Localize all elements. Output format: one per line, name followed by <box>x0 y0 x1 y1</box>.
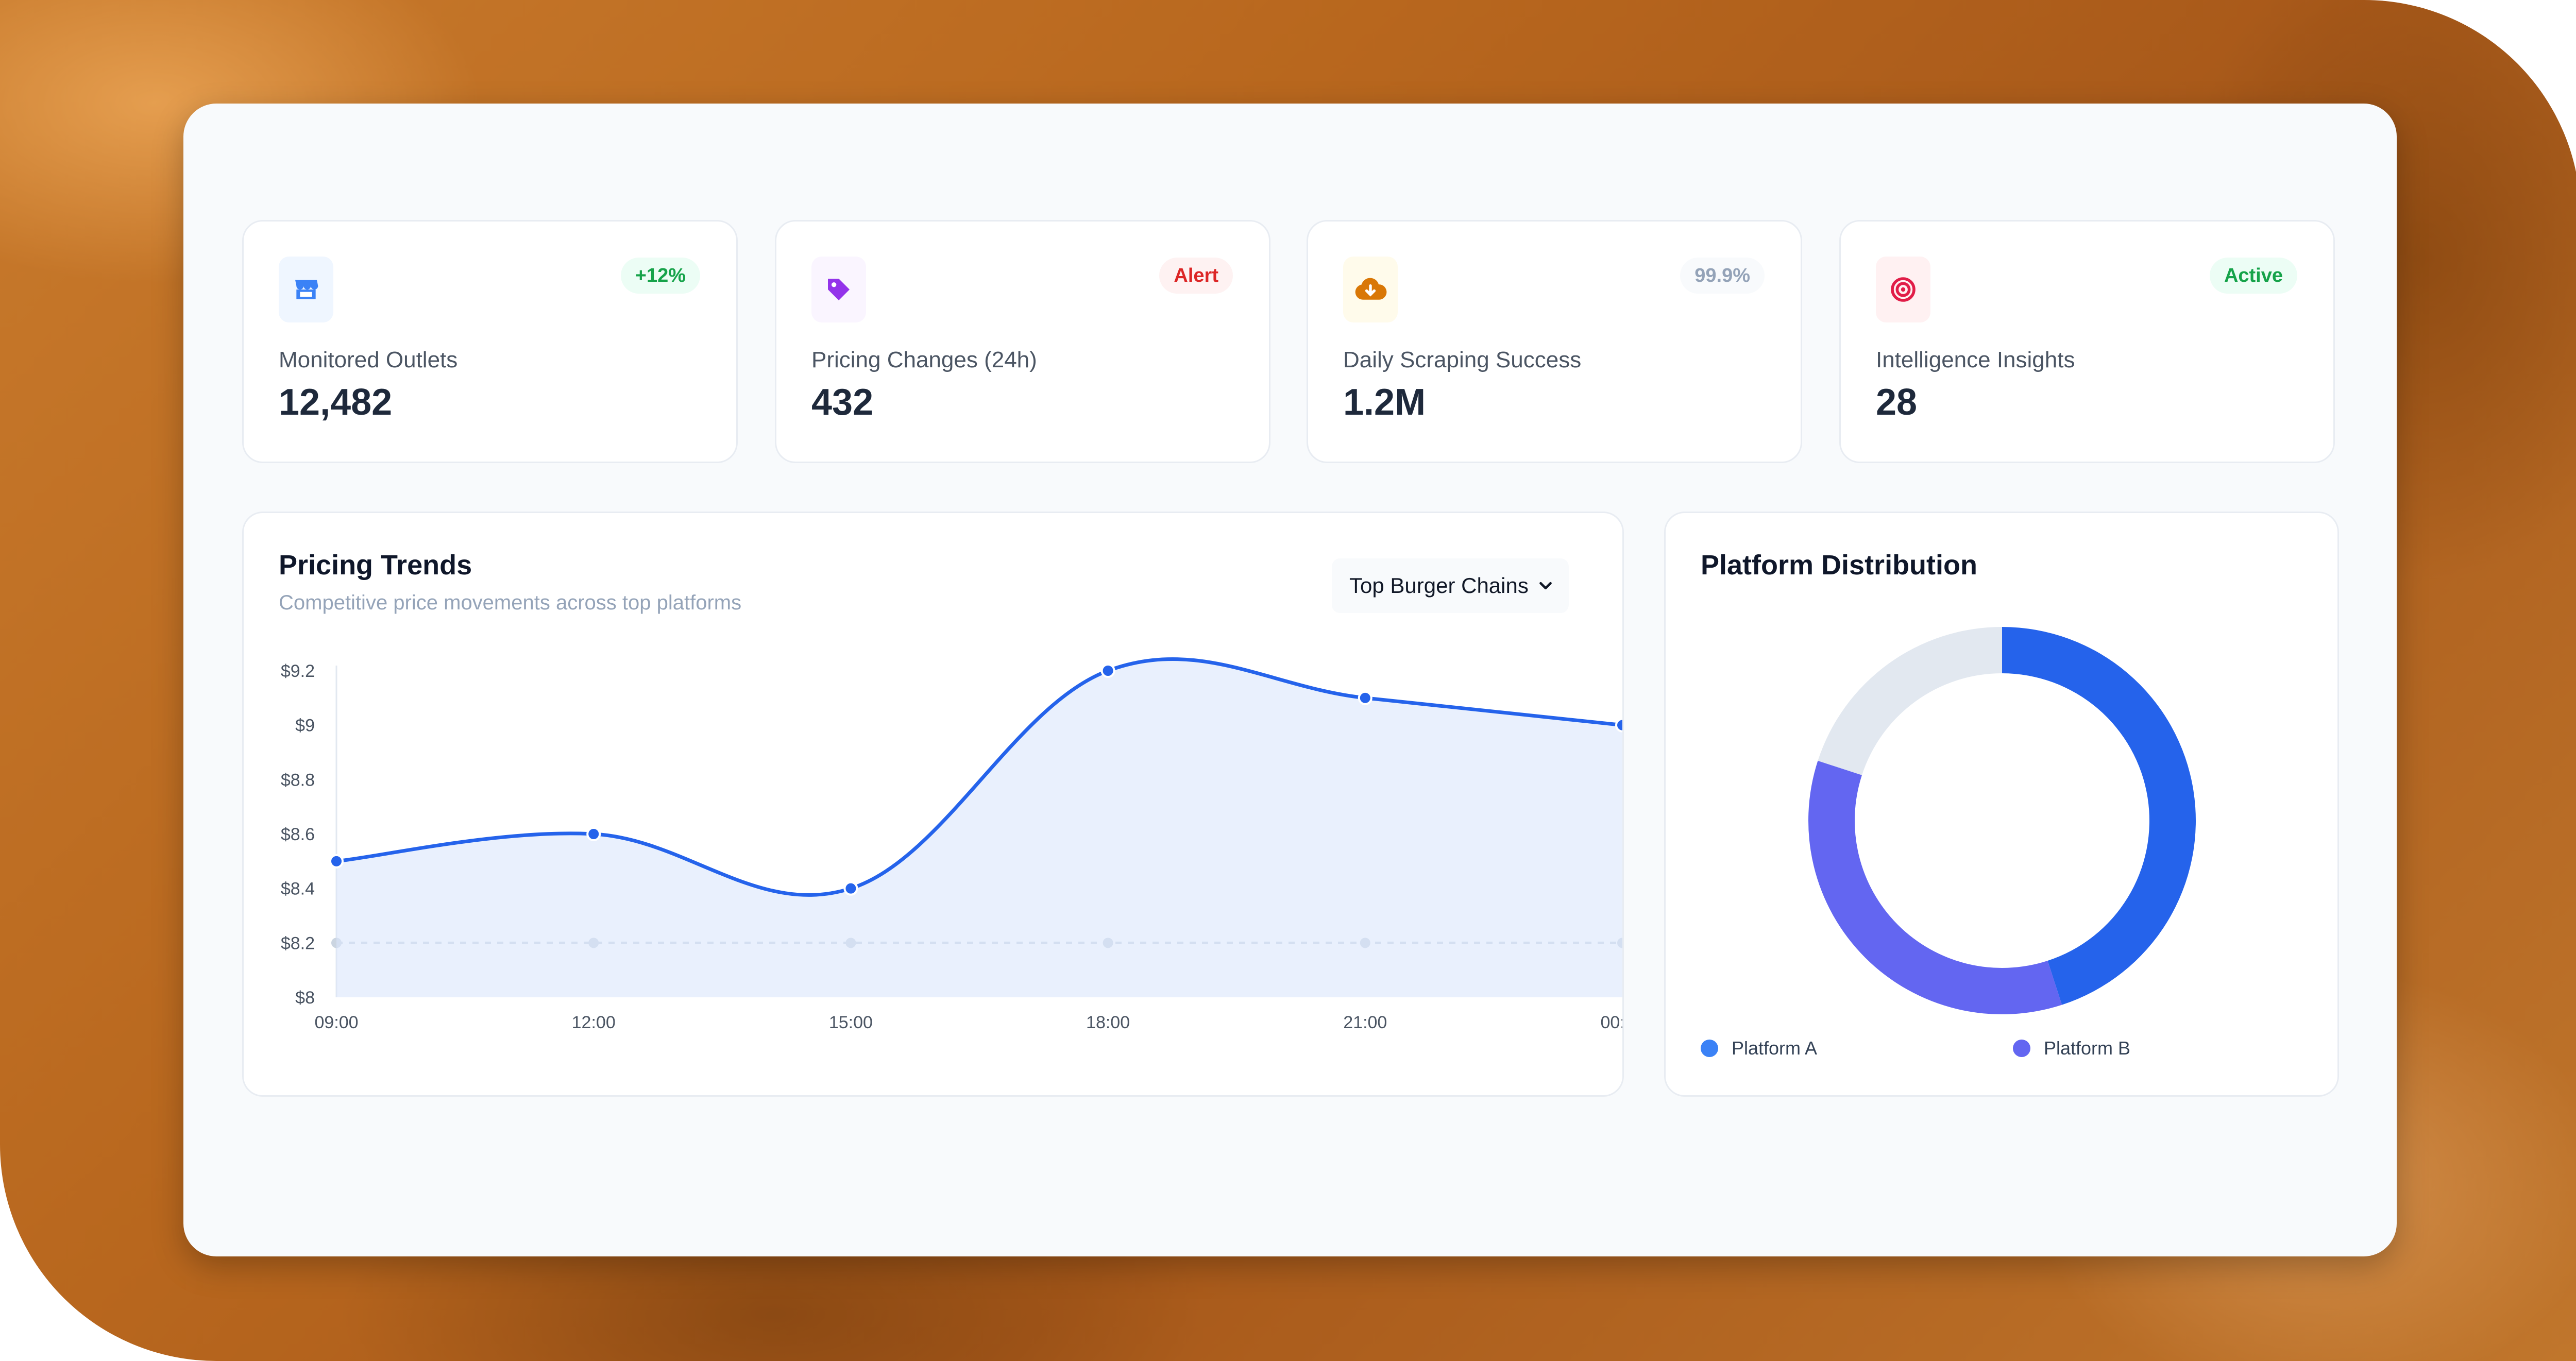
price-point[interactable] <box>1100 664 1115 678</box>
stat-label: Intelligence Insights <box>1876 347 2075 372</box>
distribution-title: Platform Distribution <box>1701 550 1977 581</box>
price-area-fill <box>336 659 1622 997</box>
price-series-line <box>336 657 1622 897</box>
cloud-download-icon-box <box>1343 257 1398 322</box>
stat-value: 28 <box>1876 382 1918 423</box>
store-icon-box <box>279 257 333 322</box>
chain-select[interactable]: Top Burger Chains <box>1332 558 1569 613</box>
stat-label: Daily Scraping Success <box>1343 347 1582 372</box>
platform-distribution-card: Platform Distribution Platform A Platform… <box>1664 512 2339 1097</box>
x-tick-label: 18:00 <box>1086 1013 1130 1032</box>
legend-item[interactable]: Platform B <box>2013 1037 2130 1059</box>
stat-value: 432 <box>811 382 874 423</box>
legend-label: Platform A <box>1732 1037 1818 1059</box>
legend-label: Platform B <box>2044 1037 2131 1059</box>
donut-slice[interactable] <box>1818 627 2002 775</box>
price-point[interactable] <box>586 827 601 841</box>
target-icon <box>1891 277 1916 302</box>
x-tick-label: 15:00 <box>829 1013 873 1032</box>
stat-card-monitored-outlets[interactable]: +12% Monitored Outlets 12,482 <box>242 220 738 463</box>
store-icon <box>295 280 318 299</box>
platform-donut-chart <box>1808 627 2196 1014</box>
price-point[interactable] <box>329 854 344 869</box>
y-tick-label: $8 <box>295 988 315 1008</box>
cloud-download-icon <box>1355 278 1387 300</box>
stat-label: Pricing Changes (24h) <box>811 347 1037 372</box>
price-point[interactable] <box>1358 690 1372 705</box>
chevron-down-icon <box>1539 582 1552 590</box>
price-tag-icon <box>828 279 850 300</box>
stat-value: 12,482 <box>279 382 393 423</box>
price-tag-icon-box <box>811 257 866 322</box>
chart-subtitle: Competitive price movements across top p… <box>279 591 742 614</box>
stat-label: Monitored Outlets <box>279 347 458 372</box>
stat-card-pricing-changes[interactable]: Alert Pricing Changes (24h) 432 <box>775 220 1270 463</box>
x-tick-label: 09:00 <box>314 1013 358 1032</box>
legend-dot <box>2013 1040 2030 1057</box>
stat-badge: 99.9% <box>1680 258 1765 294</box>
x-tick-label: 12:00 <box>572 1013 616 1032</box>
stat-value: 1.2M <box>1343 382 1426 423</box>
pricing-trends-card: Pricing Trends Competitive price movemen… <box>242 512 1624 1097</box>
y-tick-label: $8.6 <box>281 825 315 844</box>
pricing-trends-chart: $8 $8.2 $8.4 $8.6 $8.8 $9 $9.2 09:00 12:00 15:00 1… <box>281 657 1622 1032</box>
x-tick-label: 21:00 <box>1343 1013 1387 1032</box>
donut-slice[interactable] <box>2002 627 2196 1005</box>
legend-item[interactable]: Platform A <box>1701 1037 1817 1059</box>
price-point[interactable] <box>1615 718 1622 733</box>
y-tick-label: $8.4 <box>281 879 315 899</box>
stat-badge: Alert <box>1159 258 1233 294</box>
chain-select-value: Top Burger Chains <box>1349 573 1529 598</box>
dashboard-panel: +12% Monitored Outlets 12,482 Alert Pric… <box>183 104 2397 1256</box>
y-tick-label: $8.8 <box>281 770 315 790</box>
y-tick-label: $8.2 <box>281 933 315 953</box>
y-tick-label: $9 <box>295 716 315 736</box>
legend-dot <box>1701 1040 1718 1057</box>
target-icon-box <box>1876 257 1930 322</box>
donut-slice[interactable] <box>1808 760 2062 1014</box>
chart-title: Pricing Trends <box>279 550 472 581</box>
stat-card-intelligence-insights[interactable]: Active Intelligence Insights 28 <box>1839 220 2335 463</box>
price-point[interactable] <box>843 881 858 896</box>
stat-badge: +12% <box>620 258 700 294</box>
stat-badge: Active <box>2209 258 2297 294</box>
y-tick-label: $9.2 <box>281 661 315 681</box>
x-tick-label: 00:00 <box>1600 1013 1622 1032</box>
stat-card-scraping-success[interactable]: 99.9% Daily Scraping Success 1.2M <box>1307 220 1802 463</box>
